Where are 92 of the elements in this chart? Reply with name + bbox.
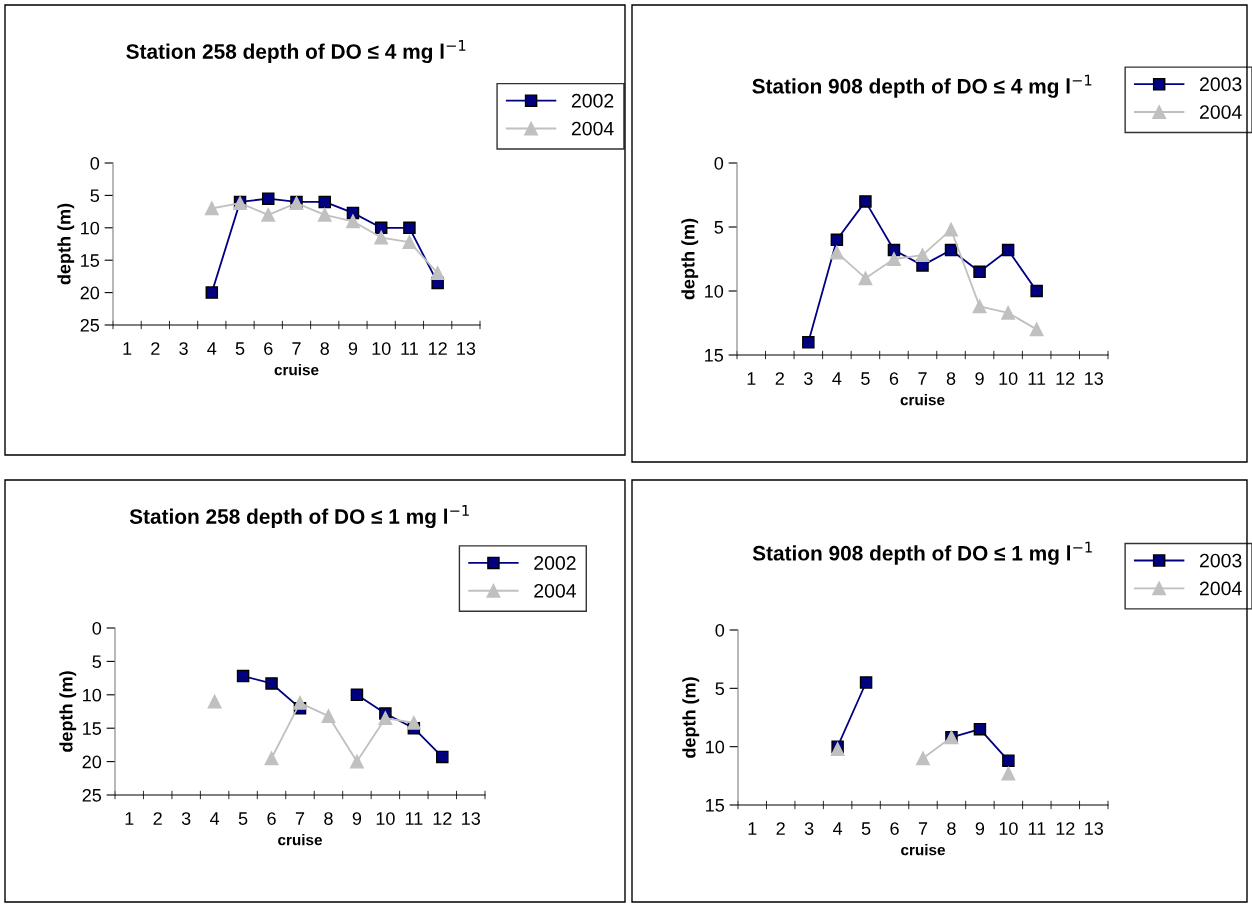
chart-title: Station 908 depth of DO ≤ 4 mg l$^{−1}$	[752, 74, 1092, 98]
x-tick-label: 5	[861, 822, 871, 835]
y-tick-label: 20	[82, 755, 102, 769]
x-tick-label: 12	[1056, 822, 1075, 835]
y-tick-label: 5	[714, 221, 724, 234]
y-tick-label: 0	[90, 156, 100, 170]
x-axis-title: cruise	[900, 394, 945, 406]
y-tick-label: 10	[81, 221, 100, 235]
y-tick-label: 5	[92, 655, 102, 669]
x-tick-label: 6	[890, 822, 899, 835]
legend-label: 2002	[534, 556, 576, 570]
x-tick-label: 5	[238, 812, 248, 825]
x-tick-label: 1	[123, 342, 132, 355]
x-tick-label: 2	[776, 822, 785, 835]
y-tick-label: 15	[81, 254, 100, 267]
legend-label: 2002	[571, 93, 614, 108]
x-tick-label: 1	[748, 822, 757, 835]
x-tick-label: 3	[179, 342, 188, 355]
x-tick-label: 10	[999, 822, 1018, 835]
y-axis-title: depth (m)	[57, 203, 75, 285]
y-tick-label: 10	[83, 688, 102, 702]
legend-label: 2003	[1200, 77, 1242, 92]
y-axis-title: depth (m)	[682, 677, 700, 758]
x-tick-label: 9	[348, 342, 358, 355]
x-tick-label: 12	[433, 812, 452, 825]
y-tick-label: 10	[705, 284, 724, 298]
y-tick-label: 25	[82, 788, 102, 802]
x-tick-label: 9	[975, 822, 985, 835]
x-tick-label: 10	[376, 812, 395, 825]
legend-label: 2004	[1199, 581, 1242, 596]
legend-label: 2004	[571, 121, 614, 136]
x-tick-label: 6	[267, 812, 276, 825]
x-tick-label: 4	[210, 812, 220, 825]
x-axis-title: cruise	[274, 364, 319, 376]
y-tick-label: 25	[80, 318, 100, 332]
y-tick-label: 15	[706, 799, 725, 812]
x-tick-label: 11	[405, 812, 423, 825]
y-tick-label: 5	[90, 189, 100, 203]
x-tick-label: 8	[324, 812, 333, 825]
x-tick-label: 8	[947, 822, 956, 835]
x-tick-label: 5	[235, 342, 245, 355]
y-tick-label: 15	[83, 722, 102, 735]
x-tick-label: 7	[918, 372, 927, 385]
x-tick-label: 13	[462, 812, 481, 825]
chart-title: Station 258 depth of DO ≤ 4 mg l$^{−1}$	[126, 40, 466, 64]
x-axis-title: cruise	[901, 844, 945, 856]
x-tick-label: 6	[264, 342, 273, 355]
x-axis-title: cruise	[278, 834, 322, 846]
x-tick-label: 1	[747, 372, 756, 385]
chart-title: Station 258 depth of DO ≤ 1 mg l$^{−1}$	[129, 505, 469, 529]
y-tick-label: 20	[80, 286, 100, 300]
x-tick-label: 2	[775, 372, 784, 385]
x-tick-label: 2	[151, 342, 160, 355]
y-tick-label: 0	[715, 623, 725, 637]
legend-label: 2004	[534, 583, 576, 598]
x-tick-label: 11	[401, 342, 418, 355]
x-tick-label: 10	[999, 372, 1018, 385]
y-axis-title: depth (m)	[59, 671, 77, 752]
x-tick-label: 11	[1028, 372, 1046, 385]
y-tick-label: 0	[92, 621, 102, 635]
y-tick-label: 15	[705, 349, 724, 362]
legend-label: 2003	[1199, 553, 1242, 568]
x-tick-label: 5	[861, 372, 870, 385]
x-tick-label: 13	[1085, 822, 1104, 835]
x-tick-label: 3	[804, 372, 813, 385]
x-tick-label: 11	[1028, 822, 1046, 835]
x-tick-label: 7	[295, 812, 305, 825]
x-tick-label: 9	[975, 372, 984, 385]
y-tick-label: 0	[714, 156, 724, 170]
x-tick-label: 7	[292, 342, 301, 355]
x-tick-label: 9	[352, 812, 362, 825]
x-tick-label: 8	[946, 372, 956, 385]
x-tick-label: 12	[428, 342, 447, 355]
x-tick-label: 3	[181, 812, 191, 825]
x-tick-label: 8	[320, 342, 329, 355]
x-tick-label: 13	[1085, 372, 1103, 385]
x-tick-label: 7	[918, 822, 928, 835]
x-tick-label: 13	[457, 342, 476, 355]
x-tick-label: 4	[207, 342, 217, 355]
x-tick-label: 2	[153, 812, 162, 825]
chart-title: Station 908 depth of DO ≤ 1 mg l$^{−1}$	[752, 541, 1092, 565]
legend-label: 2004	[1200, 105, 1242, 119]
y-axis-title: depth (m)	[681, 218, 699, 300]
x-tick-label: 6	[889, 372, 899, 385]
x-tick-label: 3	[804, 822, 814, 835]
x-tick-label: 4	[833, 822, 843, 835]
x-tick-label: 12	[1056, 372, 1075, 385]
x-tick-label: 1	[125, 812, 134, 825]
x-tick-label: 4	[832, 372, 842, 385]
y-tick-label: 5	[715, 682, 725, 696]
y-tick-label: 10	[706, 740, 725, 754]
x-tick-label: 10	[372, 342, 391, 355]
